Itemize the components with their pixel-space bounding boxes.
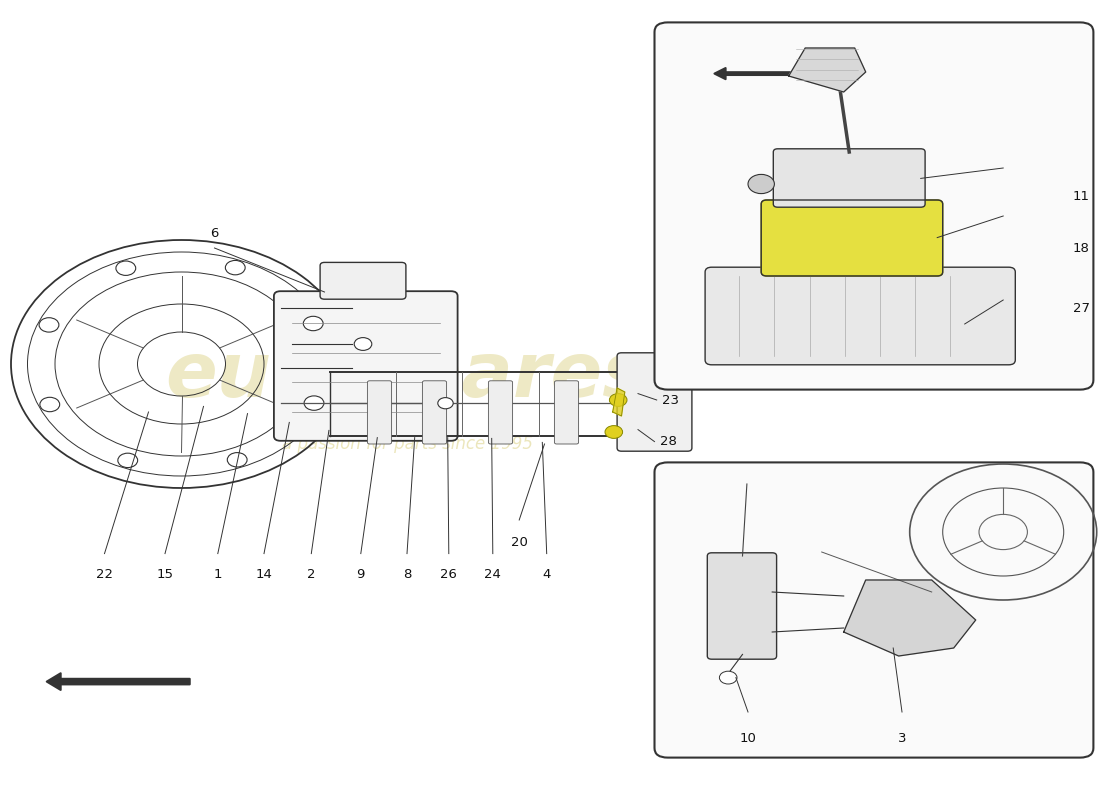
- FancyArrowPatch shape: [47, 674, 189, 690]
- FancyBboxPatch shape: [705, 267, 1015, 365]
- Text: 6: 6: [210, 227, 219, 240]
- Text: a passion for parts since 1995: a passion for parts since 1995: [282, 435, 532, 453]
- Polygon shape: [789, 48, 866, 92]
- Circle shape: [354, 338, 372, 350]
- Circle shape: [40, 318, 59, 332]
- Circle shape: [609, 394, 627, 406]
- FancyBboxPatch shape: [773, 149, 925, 207]
- FancyBboxPatch shape: [761, 200, 943, 276]
- Text: 9: 9: [356, 568, 365, 581]
- FancyBboxPatch shape: [320, 262, 406, 299]
- Circle shape: [605, 426, 623, 438]
- Circle shape: [226, 261, 245, 275]
- Circle shape: [40, 398, 59, 412]
- Circle shape: [304, 316, 323, 330]
- Text: 22: 22: [96, 568, 113, 581]
- Circle shape: [304, 396, 323, 410]
- Text: 4: 4: [542, 568, 551, 581]
- Text: 11: 11: [1072, 190, 1089, 202]
- FancyBboxPatch shape: [422, 381, 447, 444]
- Text: 24: 24: [484, 568, 502, 581]
- FancyBboxPatch shape: [274, 291, 458, 441]
- Text: 1: 1: [213, 568, 222, 581]
- FancyBboxPatch shape: [707, 553, 777, 659]
- Circle shape: [719, 671, 737, 684]
- Circle shape: [118, 453, 138, 467]
- FancyBboxPatch shape: [617, 353, 692, 451]
- FancyBboxPatch shape: [654, 22, 1093, 390]
- Text: 15: 15: [156, 568, 174, 581]
- FancyBboxPatch shape: [654, 462, 1093, 758]
- Text: 10: 10: [739, 732, 757, 745]
- Text: 26: 26: [440, 568, 458, 581]
- Polygon shape: [613, 388, 625, 416]
- Text: 28: 28: [660, 435, 676, 448]
- Text: 23: 23: [662, 394, 679, 406]
- FancyBboxPatch shape: [488, 381, 513, 444]
- Text: 3: 3: [898, 732, 906, 745]
- Text: eurospares: eurospares: [166, 339, 648, 413]
- Circle shape: [438, 398, 453, 409]
- Circle shape: [116, 261, 135, 275]
- Circle shape: [748, 174, 774, 194]
- Polygon shape: [844, 580, 976, 656]
- Text: 27: 27: [1072, 302, 1089, 314]
- FancyBboxPatch shape: [367, 381, 392, 444]
- Text: 8: 8: [403, 568, 411, 581]
- Text: 14: 14: [255, 568, 273, 581]
- Text: 2: 2: [307, 568, 316, 581]
- Text: 18: 18: [1072, 242, 1089, 254]
- FancyArrowPatch shape: [715, 68, 818, 79]
- Circle shape: [228, 453, 248, 467]
- FancyBboxPatch shape: [554, 381, 579, 444]
- Text: 20: 20: [510, 536, 528, 549]
